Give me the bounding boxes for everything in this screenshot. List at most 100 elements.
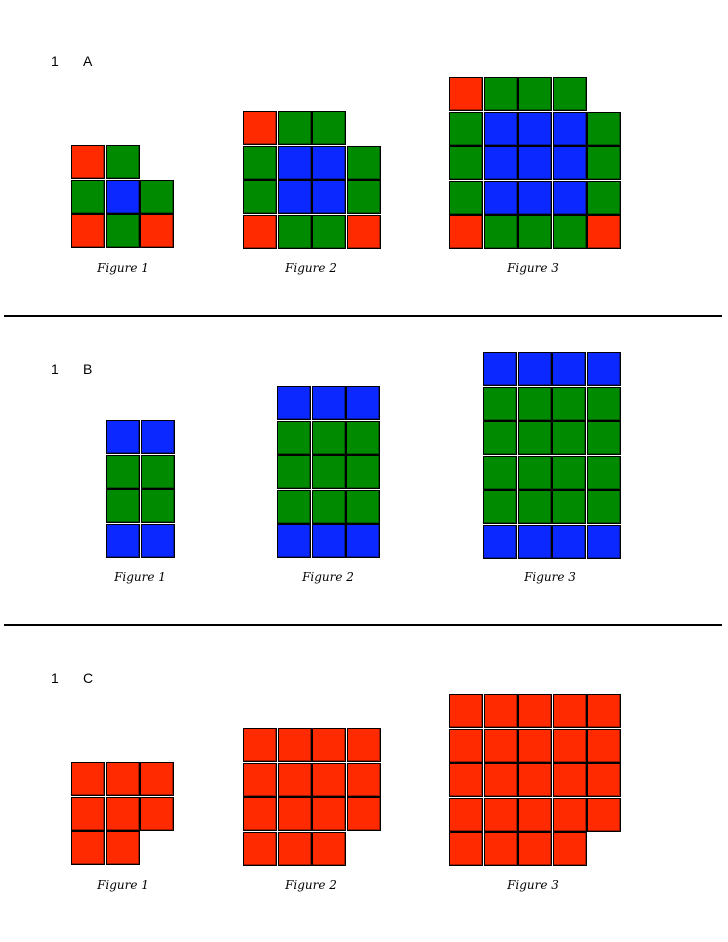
red-tile bbox=[312, 728, 346, 762]
red-tile bbox=[346, 728, 381, 762]
red-tile bbox=[449, 797, 483, 832]
green-tile bbox=[586, 386, 621, 421]
green-tile bbox=[586, 455, 621, 490]
section-number: 1 bbox=[51, 53, 59, 69]
green-tile bbox=[552, 215, 587, 249]
green-tile bbox=[106, 489, 140, 523]
red-tile bbox=[552, 728, 587, 763]
red-tile bbox=[587, 694, 621, 728]
red-tile bbox=[71, 831, 105, 865]
green-tile bbox=[312, 214, 346, 249]
green-tile bbox=[346, 455, 380, 489]
figure-caption: Figure 3 bbox=[507, 878, 559, 892]
red-tile bbox=[140, 762, 174, 796]
red-tile bbox=[312, 797, 346, 831]
red-tile bbox=[346, 797, 381, 831]
red-tile bbox=[140, 214, 174, 248]
blue-tile bbox=[552, 180, 587, 215]
red-tile bbox=[483, 763, 518, 797]
red-tile bbox=[277, 728, 312, 762]
green-tile bbox=[483, 215, 518, 249]
red-tile bbox=[243, 111, 277, 145]
green-tile bbox=[552, 490, 586, 524]
green-tile bbox=[311, 455, 346, 489]
red-tile bbox=[518, 728, 552, 763]
green-tile bbox=[277, 214, 312, 249]
red-tile bbox=[243, 831, 277, 866]
red-tile bbox=[587, 763, 621, 797]
green-tile bbox=[449, 180, 483, 215]
green-tile bbox=[105, 145, 140, 179]
green-tile bbox=[587, 180, 621, 215]
section-divider bbox=[4, 624, 722, 626]
green-tile bbox=[586, 490, 621, 524]
red-tile bbox=[518, 797, 552, 832]
green-tile bbox=[587, 146, 621, 180]
blue-tile bbox=[483, 180, 518, 215]
green-tile bbox=[311, 489, 346, 524]
green-tile bbox=[346, 145, 381, 180]
red-tile bbox=[71, 145, 105, 179]
green-tile bbox=[346, 180, 381, 214]
red-tile bbox=[71, 796, 105, 831]
red-tile bbox=[587, 728, 621, 763]
green-tile bbox=[346, 489, 380, 524]
green-tile bbox=[346, 420, 380, 455]
red-tile bbox=[346, 762, 381, 797]
red-tile bbox=[552, 694, 587, 728]
red-tile bbox=[449, 728, 483, 763]
blue-tile bbox=[106, 523, 140, 558]
red-tile bbox=[105, 831, 140, 865]
blue-tile bbox=[105, 179, 140, 214]
green-tile bbox=[277, 489, 311, 524]
blue-tile bbox=[277, 524, 311, 558]
red-tile bbox=[483, 832, 518, 866]
blue-tile bbox=[552, 524, 586, 559]
green-tile bbox=[449, 146, 483, 180]
blue-tile bbox=[483, 352, 517, 386]
blue-tile bbox=[483, 111, 518, 146]
figure-caption: Figure 2 bbox=[285, 261, 337, 275]
green-tile bbox=[106, 454, 140, 489]
red-tile bbox=[483, 797, 518, 832]
red-tile bbox=[483, 694, 518, 728]
red-tile bbox=[277, 797, 312, 831]
blue-tile bbox=[346, 386, 380, 420]
red-tile bbox=[449, 694, 483, 728]
red-tile bbox=[140, 796, 174, 831]
green-tile bbox=[277, 111, 312, 145]
red-tile bbox=[277, 762, 312, 797]
figure-caption: Figure 3 bbox=[507, 261, 559, 275]
green-tile bbox=[518, 77, 552, 111]
green-tile bbox=[552, 421, 586, 455]
red-tile bbox=[449, 77, 483, 111]
green-tile bbox=[483, 421, 517, 455]
red-tile bbox=[552, 797, 587, 832]
green-tile bbox=[140, 454, 175, 489]
red-tile bbox=[587, 215, 621, 249]
blue-tile bbox=[483, 524, 517, 559]
section-letter: C bbox=[83, 670, 94, 686]
blue-tile bbox=[140, 523, 175, 558]
red-tile bbox=[552, 832, 587, 866]
blue-tile bbox=[311, 524, 346, 558]
blue-tile bbox=[277, 180, 312, 214]
blue-tile bbox=[552, 111, 587, 146]
green-tile bbox=[483, 386, 517, 421]
blue-tile bbox=[277, 145, 312, 180]
blue-tile bbox=[518, 180, 552, 215]
blue-tile bbox=[106, 420, 140, 454]
green-tile bbox=[140, 179, 174, 214]
green-tile bbox=[518, 215, 552, 249]
blue-tile bbox=[312, 145, 346, 180]
green-tile bbox=[552, 455, 586, 490]
red-tile bbox=[552, 763, 587, 797]
section-number: 1 bbox=[51, 670, 59, 686]
section-number: 1 bbox=[51, 361, 59, 377]
green-tile bbox=[140, 489, 175, 523]
section-letter: A bbox=[83, 53, 93, 69]
green-tile bbox=[517, 490, 552, 524]
blue-tile bbox=[518, 111, 552, 146]
green-tile bbox=[105, 214, 140, 248]
figure-caption: Figure 1 bbox=[97, 261, 149, 275]
